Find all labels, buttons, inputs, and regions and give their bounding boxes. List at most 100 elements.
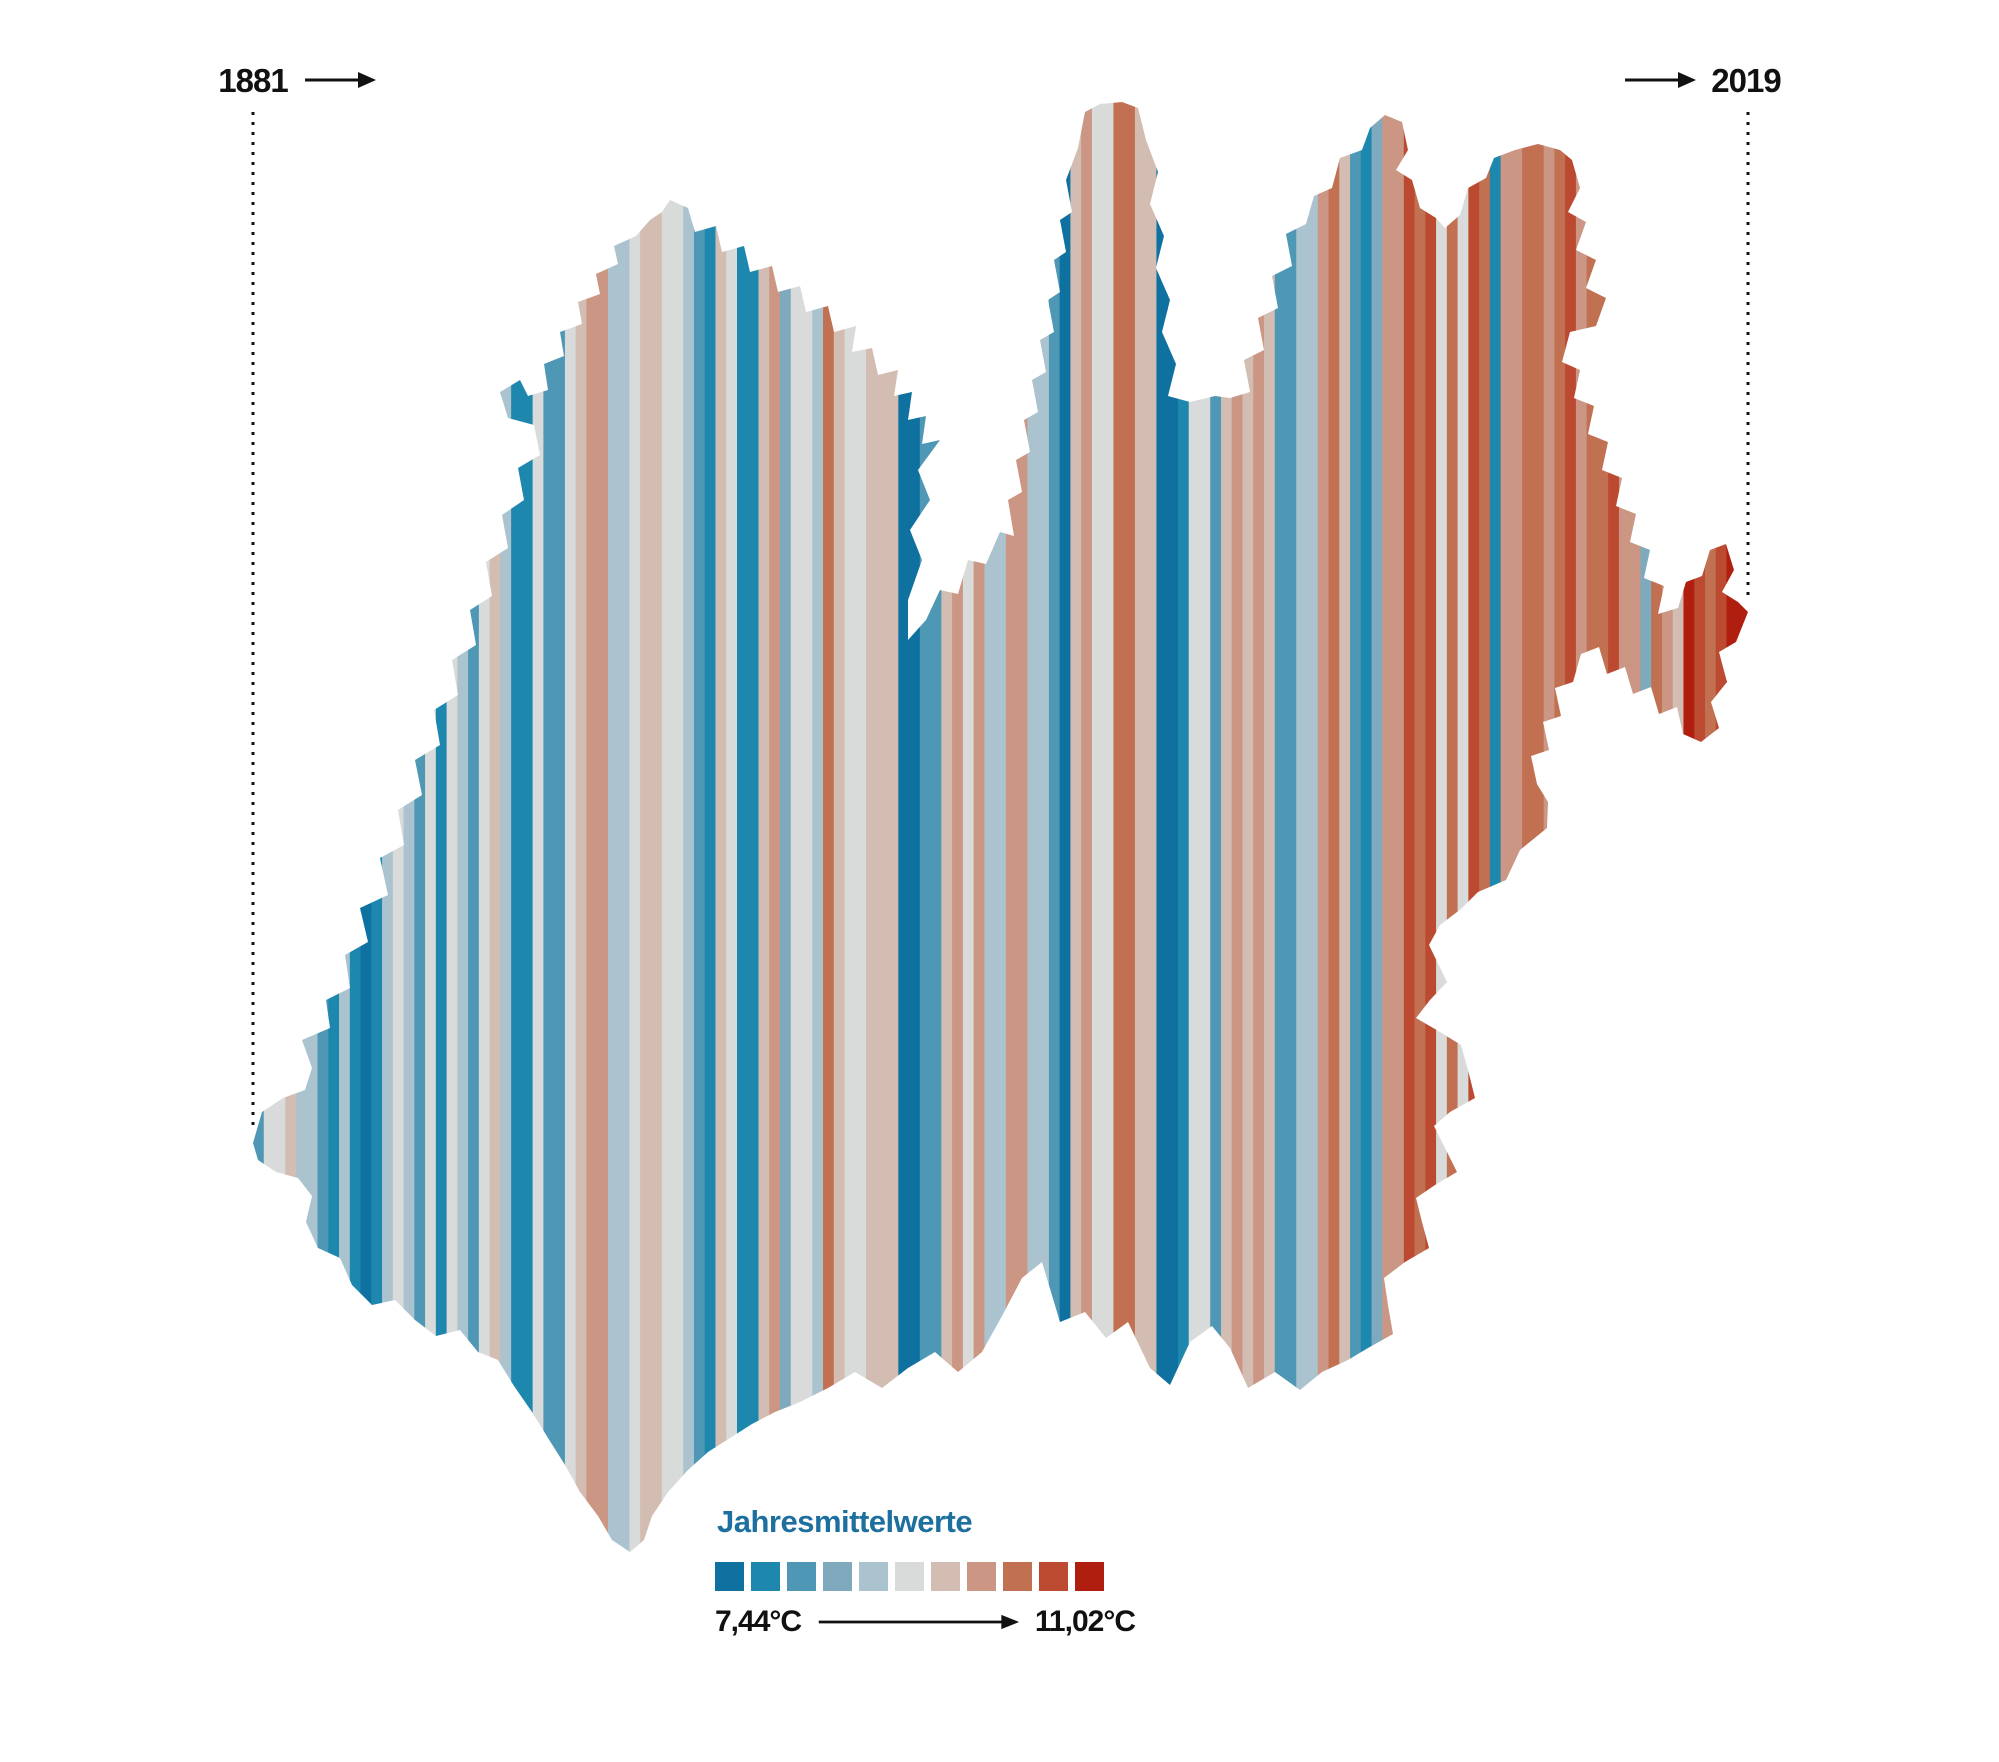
year-stripe-1889 (339, 102, 351, 1552)
year-stripe-1959 (1091, 102, 1104, 1552)
year-stripe-2012 (1661, 102, 1674, 1552)
year-stripe-1891 (360, 102, 372, 1552)
year-stripe-1933 (812, 102, 824, 1552)
year-stripe-1982 (1339, 102, 1351, 1552)
year-stripe-1921 (683, 102, 695, 1552)
year-stripe-1929 (769, 102, 781, 1552)
legend-swatch-2 (787, 1562, 816, 1591)
year-stripe-1912 (586, 102, 598, 1552)
year-stripe-1903 (489, 102, 501, 1552)
year-stripe-1944 (930, 102, 942, 1552)
year-stripe-1906 (521, 102, 534, 1552)
year-stripe-1987 (1393, 102, 1405, 1552)
year-stripe-1936 (844, 102, 856, 1552)
year-stripe-1955 (1048, 102, 1061, 1552)
year-stripe-1901 (468, 102, 480, 1552)
start-year-label: 1881 (218, 62, 288, 99)
year-stripe-1905 (511, 102, 523, 1552)
year-stripe-2005 (1586, 102, 1599, 1552)
year-stripe-1997 (1500, 102, 1512, 1552)
year-stripe-1995 (1479, 102, 1491, 1552)
year-stripe-1909 (554, 102, 566, 1552)
year-stripe-2016 (1704, 102, 1717, 1552)
year-stripe-1932 (801, 102, 813, 1552)
year-stripe-1957 (1070, 102, 1082, 1552)
year-stripe-1920 (672, 102, 684, 1552)
year-stripe-1980 (1317, 102, 1330, 1552)
legend-arrow-icon (818, 1614, 1020, 1630)
year-stripe-1956 (1059, 102, 1072, 1552)
legend-title: Jahresmittelwerte (717, 1504, 973, 1539)
year-stripe-1900 (457, 102, 469, 1552)
year-stripe-2013 (1672, 102, 1685, 1552)
year-stripe-2001 (1543, 102, 1556, 1552)
year-stripe-2000 (1532, 102, 1545, 1552)
year-stripe-1896 (414, 102, 426, 1552)
year-stripe-1969 (1199, 102, 1211, 1552)
year-stripe-2008 (1618, 102, 1631, 1552)
year-stripe-1952 (1016, 102, 1028, 1552)
year-stripe-1979 (1307, 102, 1319, 1552)
year-stripe-1990 (1425, 102, 1437, 1552)
year-stripe-1930 (780, 102, 792, 1552)
year-stripe-1958 (1081, 102, 1093, 1552)
year-stripe-1898 (435, 102, 448, 1552)
year-stripe-1975 (1264, 102, 1276, 1552)
year-stripe-1915 (618, 102, 631, 1552)
legend-swatch-1 (751, 1562, 780, 1591)
year-stripe-1954 (1038, 102, 1050, 1552)
year-stripe-1996 (1489, 102, 1502, 1552)
year-stripe-1964 (1145, 102, 1158, 1552)
year-stripe-1943 (919, 102, 932, 1552)
year-stripe-1986 (1382, 102, 1394, 1552)
legend-swatch-4 (859, 1562, 888, 1591)
year-stripe-1951 (1005, 102, 1018, 1552)
year-stripe-1945 (941, 102, 953, 1552)
year-stripe-1935 (833, 102, 846, 1552)
year-stripe-1972 (1231, 102, 1244, 1552)
year-stripe-2014 (1683, 102, 1695, 1552)
year-stripe-2006 (1597, 102, 1609, 1552)
legend-min-label: 7,44°C (715, 1605, 802, 1638)
year-stripe-1934 (823, 102, 835, 1552)
year-stripe-1888 (328, 102, 340, 1552)
year-stripe-1981 (1328, 102, 1340, 1552)
year-stripe-1899 (446, 102, 458, 1552)
year-stripe-1983 (1350, 102, 1362, 1552)
legend-swatch-10 (1075, 1562, 1104, 1591)
year-stripe-1937 (855, 102, 867, 1552)
year-stripe-1886 (306, 102, 319, 1552)
end-year-label: 2019 (1711, 62, 1781, 99)
year-stripe-1927 (747, 102, 760, 1552)
year-stripe-1953 (1027, 102, 1039, 1552)
year-stripe-2003 (1565, 102, 1577, 1552)
year-stripe-1984 (1360, 102, 1373, 1552)
year-stripe-1928 (758, 102, 770, 1552)
start-year-arrow-icon (305, 72, 376, 88)
year-stripe-2015 (1694, 102, 1706, 1552)
year-stripe-1999 (1522, 102, 1534, 1552)
year-stripe-1974 (1253, 102, 1265, 1552)
year-stripe-1908 (543, 102, 555, 1552)
year-stripe-1902 (478, 102, 491, 1552)
year-stripe-2004 (1575, 102, 1588, 1552)
legend-max-label: 11,02°C (1034, 1605, 1136, 1638)
year-stripe-1947 (962, 102, 975, 1552)
year-stripe-1919 (661, 102, 674, 1552)
year-stripe-1882 (263, 102, 276, 1552)
year-stripe-1942 (909, 102, 921, 1552)
legend-swatch-9 (1039, 1562, 1068, 1591)
year-stripe-1940 (887, 102, 899, 1552)
year-stripe-1998 (1511, 102, 1523, 1552)
year-stripe-1911 (575, 102, 588, 1552)
year-stripe-1992 (1446, 102, 1459, 1552)
year-stripe-1881 (253, 102, 265, 1552)
year-stripe-1967 (1177, 102, 1190, 1552)
legend-swatch-8 (1003, 1562, 1032, 1591)
year-stripe-1988 (1403, 102, 1416, 1552)
year-stripe-1985 (1371, 102, 1383, 1552)
year-stripe-1938 (866, 102, 878, 1552)
year-stripe-1963 (1134, 102, 1147, 1552)
